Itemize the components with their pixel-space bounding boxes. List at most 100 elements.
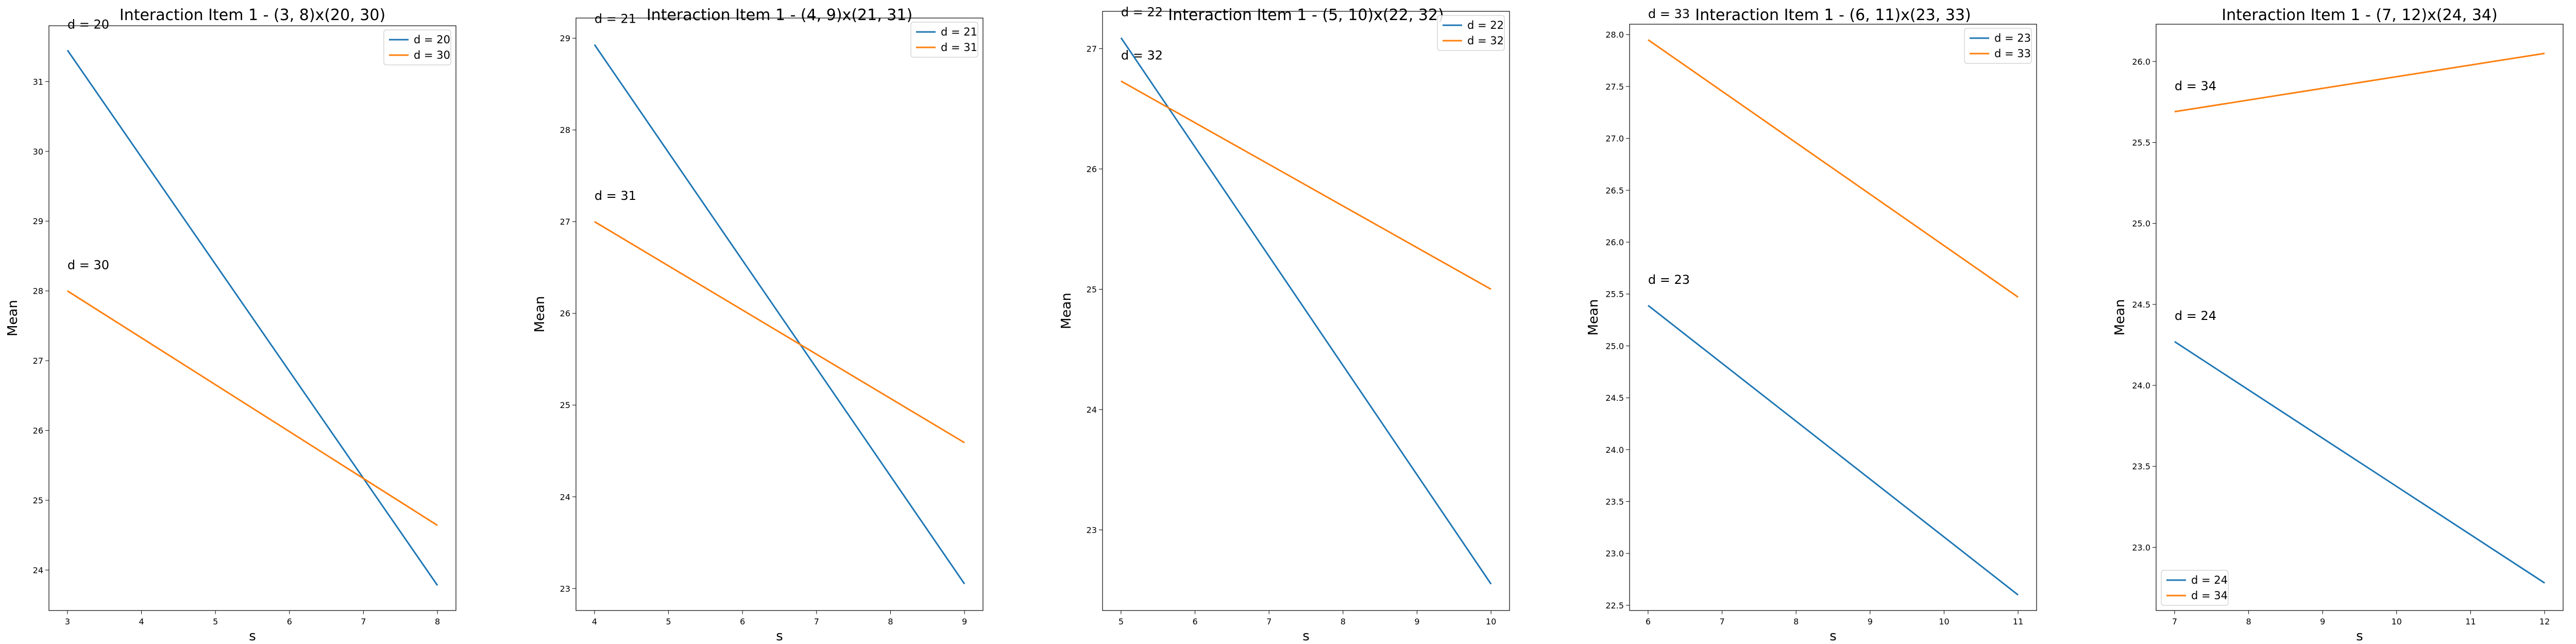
y-tick-label: 27 <box>1087 44 1097 54</box>
legend-entry: d = 20 <box>414 33 450 46</box>
x-tick-label: 12 <box>2539 617 2550 626</box>
chart-panel-4: 6 7 8 9 10 11 22.5 23.0 23.5 24.0 24.5 25.0 25.5 26.0… <box>1586 6 2037 644</box>
y-tick-label: 23.5 <box>1605 497 1624 507</box>
series-line-1 <box>1647 304 2019 596</box>
legend-entry: d = 24 <box>2191 574 2228 586</box>
y-tick-label: 28.0 <box>1605 30 1624 40</box>
y-tick-label: 26.0 <box>2132 57 2150 66</box>
plot-frame <box>2156 24 2564 611</box>
y-tick-label: 29 <box>33 216 43 226</box>
x-tick-label: 8 <box>888 617 893 626</box>
y-tick-label: 27 <box>33 356 43 366</box>
y-tick-label: 23.0 <box>1605 549 1624 558</box>
y-tick-label: 24 <box>1087 405 1097 415</box>
x-tick-label: 5 <box>213 617 218 626</box>
x-tick-label: 10 <box>1939 617 1949 626</box>
chart-title: Interaction Item 1 - (3, 8)x(20, 30) <box>120 6 385 24</box>
x-tick-label: 6 <box>1192 617 1197 626</box>
y-tick-label: 23 <box>1087 526 1097 535</box>
x-tick-label: 7 <box>361 617 366 626</box>
legend-box <box>1964 28 2032 64</box>
y-tick-label: 22.5 <box>1605 601 1624 611</box>
chart-title: Interaction Item 1 - (6, 11)x(23, 33) <box>1695 6 1971 24</box>
y-tick-label: 25.5 <box>1605 290 1624 299</box>
y-tick-label: 26 <box>560 309 570 318</box>
series-line-1 <box>2174 341 2545 584</box>
y-tick-label: 24.0 <box>1605 445 1624 455</box>
legend: d = 24 d = 34 <box>2161 570 2229 606</box>
x-tick-label: 4 <box>592 617 597 626</box>
y-tick-label: 28 <box>560 125 570 135</box>
x-tick-label: 8 <box>2246 617 2251 626</box>
series-line-1 <box>66 49 438 586</box>
legend-entry: d = 21 <box>941 26 977 38</box>
series-line-2 <box>67 290 438 527</box>
x-tick-label: 8 <box>435 617 440 626</box>
x-tick-label: 11 <box>2013 617 2023 626</box>
y-axis-label: Mean <box>2112 299 2128 336</box>
y-tick-label: 26 <box>1087 164 1097 174</box>
series-line-2 <box>594 221 965 444</box>
x-tick-label: 6 <box>287 617 292 626</box>
x-axis-label: s <box>776 629 783 644</box>
series-line-2 <box>1121 80 1492 290</box>
y-tick-label: 26.0 <box>1605 238 1624 247</box>
legend-box <box>383 29 451 65</box>
chart-panel-2: 4 5 6 7 8 9 23 24 25 26 27 28 29 s Mean d = 21 d = 31 Int… <box>532 6 984 644</box>
series-annotation: d = 23 <box>1648 273 1690 287</box>
legend-entry: d = 32 <box>1467 35 1504 47</box>
y-tick-label: 31 <box>33 77 43 87</box>
x-tick-label: 8 <box>1341 617 1346 626</box>
x-tick-label: 10 <box>2392 617 2402 626</box>
series-annotation: d = 32 <box>1121 48 1163 62</box>
y-axis-label: Mean <box>1059 293 1074 329</box>
y-tick-label: 27.0 <box>1605 134 1624 144</box>
series-line-1 <box>1120 37 1492 585</box>
plot-frame <box>1102 11 1510 611</box>
legend-entry: d = 22 <box>1467 19 1504 31</box>
x-tick-label: 5 <box>1118 617 1124 626</box>
legend: d = 23 d = 33 <box>1964 28 2032 64</box>
legend: d = 20 d = 30 <box>383 29 451 65</box>
y-axis-label: Mean <box>5 300 21 336</box>
series-annotation: d = 30 <box>67 258 109 273</box>
series-annotation: d = 22 <box>1121 5 1163 19</box>
y-tick-label: 24.0 <box>2132 381 2150 391</box>
y-tick-label: 29 <box>560 33 570 43</box>
chart-title: Interaction Item 1 - (7, 12)x(24, 34) <box>2222 6 2497 24</box>
y-tick-label: 23.5 <box>2132 462 2150 471</box>
x-tick-label: 6 <box>740 617 745 626</box>
y-tick-label: 26.5 <box>1605 185 1624 195</box>
chart-title: Interaction Item 1 - (5, 10)x(22, 32) <box>1168 6 1444 24</box>
x-tick-label: 9 <box>1868 617 1873 626</box>
plot-frame <box>48 25 456 611</box>
legend-box <box>1437 15 1505 51</box>
y-axis-label: Mean <box>1586 299 1601 336</box>
x-tick-label: 7 <box>1266 617 1272 626</box>
y-tick-label: 24.5 <box>1605 393 1624 403</box>
x-tick-label: 3 <box>65 617 70 626</box>
x-tick-label: 11 <box>2465 617 2476 626</box>
y-tick-label: 26 <box>33 426 43 436</box>
x-tick-label: 7 <box>2172 617 2177 626</box>
series-line-2 <box>1648 39 2019 298</box>
series-annotation: d = 24 <box>2175 309 2216 323</box>
x-tick-label: 7 <box>814 617 819 626</box>
series-line-2 <box>2174 53 2545 113</box>
legend: d = 21 d = 31 <box>910 22 978 58</box>
series-annotation: d = 21 <box>595 12 636 26</box>
y-axis-label: Mean <box>532 296 548 333</box>
x-axis-label: s <box>1829 629 1837 644</box>
legend-entry: d = 33 <box>1994 47 2031 60</box>
legend-entry: d = 23 <box>1994 32 2031 44</box>
x-axis-label: s <box>1302 629 1310 644</box>
y-tick-label: 25.5 <box>2132 138 2150 147</box>
series-annotation: d = 34 <box>2175 79 2216 93</box>
legend-entry: d = 34 <box>2191 589 2228 602</box>
series-annotation: d = 20 <box>67 17 109 31</box>
x-tick-label: 9 <box>2320 617 2325 626</box>
y-tick-label: 24.5 <box>2132 300 2150 310</box>
plot-frame <box>1629 24 2037 611</box>
y-tick-label: 23.0 <box>2132 543 2150 552</box>
